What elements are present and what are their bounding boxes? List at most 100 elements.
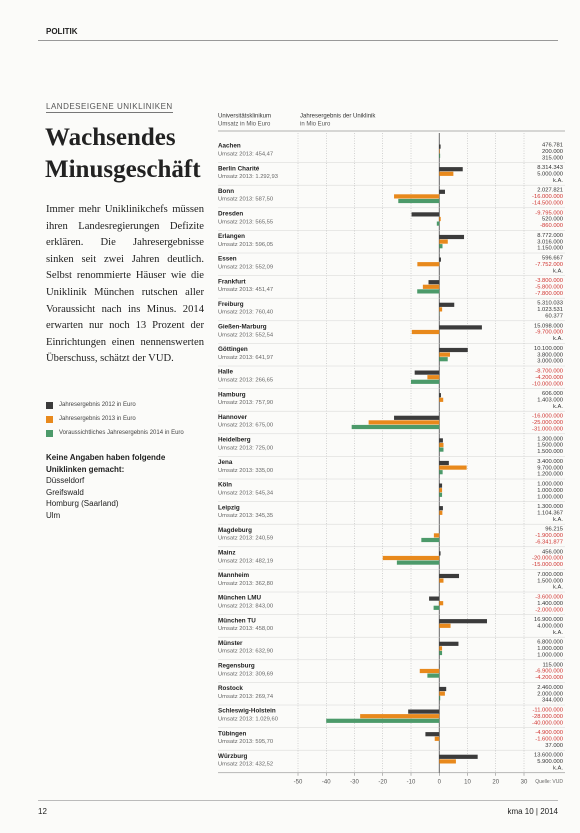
bar	[439, 171, 454, 176]
value-label: 2.000.000	[537, 691, 563, 697]
legend-swatch	[46, 401, 53, 409]
category-label: Frankfurt	[218, 278, 247, 285]
bar	[411, 212, 440, 217]
category-label: Halle	[218, 369, 234, 376]
bar	[326, 718, 440, 723]
value-label: -6.900.000	[535, 669, 563, 675]
value-label: -3.600.000	[535, 595, 563, 601]
category-label: Erlangen	[218, 233, 245, 240]
value-label: 16.900.000	[534, 617, 563, 623]
x-tick-label: -10	[407, 779, 416, 785]
page-number: 12	[38, 807, 47, 816]
bar	[439, 144, 441, 149]
bar	[396, 560, 440, 565]
kicker: LANDESEIGENE UNIKLINIKEN	[46, 102, 173, 113]
source: Quelle: VUD	[535, 779, 563, 785]
bar	[439, 686, 447, 692]
column-subheader: Umsatz in Mio Euro	[218, 122, 271, 128]
column-subheader: in Mio Euro	[300, 122, 331, 128]
value-label: -860.000	[540, 223, 563, 229]
legend-entry: Jahresergebnis 2013 in Euro	[46, 412, 211, 426]
value-label: -14.500.000	[532, 201, 563, 207]
bar	[439, 244, 443, 249]
category-label: Rostock	[218, 685, 243, 692]
bar	[439, 510, 443, 515]
legend-label: Jahresergebnis 2013 in Euro	[59, 416, 136, 422]
category-label: Mainz	[218, 549, 236, 556]
category-label: Regensburg	[218, 662, 255, 669]
value-label: -7.752.000	[535, 262, 563, 268]
value-label: 13.600.000	[534, 753, 563, 759]
value-label: 1.500.000	[537, 449, 563, 455]
category-note: Umsatz 2013: 632,90	[218, 649, 273, 655]
category-note: Umsatz 2013: 545,34	[218, 491, 274, 497]
value-label: 1.000.000	[537, 494, 563, 500]
legend-entry: Jahresergebnis 2012 in Euro	[46, 398, 211, 412]
category-note: Umsatz 2013: 266,65	[218, 378, 273, 384]
value-label: 315.000	[542, 155, 563, 161]
value-label: k.A.	[553, 268, 563, 274]
category-label: Münster	[218, 640, 243, 647]
value-label: 9.700.000	[537, 465, 563, 471]
value-label: 96.215	[545, 527, 563, 533]
bar	[434, 736, 440, 741]
bar	[439, 623, 451, 628]
category-note: Umsatz 2013: 345,35	[218, 513, 273, 519]
bar	[436, 221, 440, 226]
value-label: k.A.	[553, 404, 563, 410]
column-header: Jahresergebnis der Uniklinik	[300, 114, 376, 120]
bar	[439, 506, 443, 511]
bar	[439, 551, 441, 556]
value-label: 8.314.343	[537, 165, 563, 171]
rule	[38, 800, 558, 801]
value-label: -16.000.000	[532, 194, 563, 200]
value-label: k.A.	[553, 766, 563, 772]
value-label: 2.460.000	[537, 685, 563, 691]
legend-swatch	[46, 415, 53, 423]
category-label: Berlin Charité	[218, 165, 260, 172]
category-note: Umsatz 2013: 458,00	[218, 626, 273, 632]
value-label: 5.000.000	[537, 172, 563, 178]
category-label: Göttingen	[218, 346, 248, 353]
bar	[439, 470, 443, 475]
category-note: Umsatz 2013: 757,90	[218, 400, 273, 406]
bar	[439, 650, 443, 656]
bar	[439, 488, 443, 493]
value-label: 1.000.000	[537, 482, 563, 488]
bar	[398, 198, 440, 204]
category-note: Umsatz 2013: 675,00	[218, 423, 273, 429]
bar	[422, 284, 440, 289]
category-note: Umsatz 2013: 596,05	[218, 242, 273, 248]
category-label: Schleswig-Holstein	[218, 708, 276, 715]
category-label: Mannheim	[218, 572, 250, 579]
value-label: 3.016.000	[537, 239, 563, 245]
value-label: -1.900.000	[535, 533, 563, 539]
bar	[427, 673, 440, 678]
value-label: -4.200.000	[535, 675, 563, 681]
category-note: Umsatz 2013: 552,54	[218, 332, 274, 338]
category-note: Umsatz 2013: 565,55	[218, 219, 273, 225]
bar	[439, 393, 441, 398]
legend: Jahresergebnis 2012 in Euro Jahresergebni…	[46, 398, 211, 440]
value-label: -9.795.000	[535, 210, 563, 216]
category-note: Umsatz 2013: 432,52	[218, 762, 273, 768]
x-tick-label: -50	[294, 779, 303, 785]
category-note: Umsatz 2013: 595,70	[218, 739, 273, 745]
value-label: 6.800.000	[537, 640, 563, 646]
bar	[408, 709, 440, 714]
category-note: Umsatz 2013: 269,74	[218, 694, 274, 700]
note-title: Keine Angaben haben folgende Uniklinken …	[46, 453, 166, 474]
magazine-issue: kma 10 | 2014	[507, 807, 558, 816]
bar	[439, 153, 441, 158]
value-label: -2.000.000	[535, 607, 563, 613]
bar	[382, 555, 440, 561]
x-tick-label: -20	[378, 779, 387, 785]
bar	[417, 289, 440, 294]
x-tick-label: 10	[464, 779, 471, 785]
bar	[417, 262, 440, 267]
note-item: Homburg (Saarland)	[46, 499, 119, 508]
bar	[439, 397, 444, 402]
category-note: Umsatz 2013: 451,47	[218, 287, 273, 293]
category-label: Hannover	[218, 414, 248, 421]
value-label: 1.000.000	[537, 646, 563, 652]
